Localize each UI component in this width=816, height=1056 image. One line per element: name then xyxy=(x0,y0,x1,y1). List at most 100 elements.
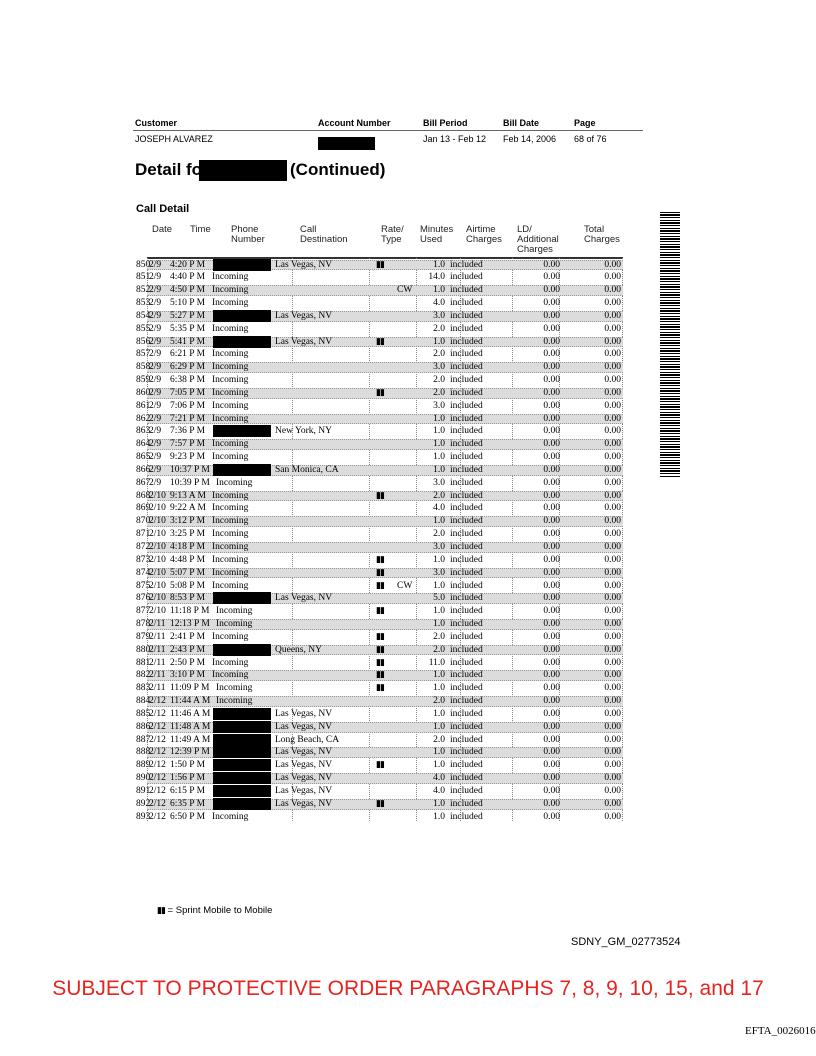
call-date: 2/10 xyxy=(149,516,166,527)
airtime-charges: included xyxy=(450,439,483,450)
sprint-mobile-to-mobile-icon: ▮▮ xyxy=(376,657,385,668)
ld-charges: 0.00 xyxy=(543,400,560,411)
call-time: 6:15 P M xyxy=(170,785,206,796)
airtime-charges: included xyxy=(450,503,483,514)
total-charges: 0.00 xyxy=(604,747,621,758)
table-row: 891 2/12 6:15 P M Las Vegas, NV 4.0 included 0… xyxy=(133,784,623,798)
airtime-charges: included xyxy=(450,452,483,463)
airtime-charges: included xyxy=(450,554,483,565)
row-number: 864 xyxy=(136,439,151,450)
total-charges: 0.00 xyxy=(604,375,621,386)
call-date: 2/9 xyxy=(149,298,162,309)
call-waiting: CW xyxy=(397,580,413,591)
column-divider xyxy=(460,258,461,821)
airtime-charges: included xyxy=(450,477,483,488)
airtime-charges: included xyxy=(450,490,483,501)
table-row: 869 2/10 9:22 A M Incoming 4.0 included 0.00 0.… xyxy=(133,502,623,515)
phone-number: Incoming xyxy=(212,400,249,411)
call-date: 2/12 xyxy=(149,747,166,758)
total-charges: 0.00 xyxy=(604,413,621,424)
call-destination: San Monica, CA xyxy=(275,464,339,475)
phone-number-redaction xyxy=(213,592,271,605)
row-number: 858 xyxy=(136,362,151,373)
bill-period: Jan 13 - Feb 12 xyxy=(423,134,487,144)
table-row: 857 2/9 6:21 P M Incoming 2.0 included 0.00 0.0… xyxy=(133,348,623,361)
call-time: 5:27 P M xyxy=(170,310,206,321)
table-row: 883 2/11 11:09 P M Incoming ▮▮ 1.0 included 0.0… xyxy=(133,682,623,695)
ld-charges: 0.00 xyxy=(543,567,560,578)
table-row: 852 2/9 4:50 P M Incoming CW 1.0 included 0.00 0… xyxy=(133,284,623,297)
row-number: 882 xyxy=(136,670,151,681)
table-row: 879 2/11 2:41 P M Incoming ▮▮ 2.0 included 0.00… xyxy=(133,631,623,644)
phone-number-redaction xyxy=(213,746,271,759)
table-row: 856 2/9 5:41 P M Las Vegas, NV ▮▮ 1.0 included… xyxy=(133,335,623,349)
total-charges: 0.00 xyxy=(604,554,621,565)
sprint-mobile-to-mobile-icon: ▮▮ xyxy=(376,606,385,617)
call-date: 2/12 xyxy=(149,708,166,719)
call-time: 7:36 P M xyxy=(170,426,206,437)
ld-charges: 0.00 xyxy=(543,541,560,552)
call-date: 2/9 xyxy=(149,336,162,347)
column-divider xyxy=(369,258,370,821)
call-date: 2/10 xyxy=(149,580,166,591)
call-date: 2/9 xyxy=(149,349,162,360)
total-charges: 0.00 xyxy=(604,464,621,475)
column-divider xyxy=(622,258,623,821)
phone-number: Incoming xyxy=(212,529,249,540)
total-charges: 0.00 xyxy=(604,336,621,347)
minutes-used: 11.0 xyxy=(428,657,445,668)
row-number: 890 xyxy=(136,773,151,784)
airtime-charges: included xyxy=(450,747,483,758)
airtime-charges: included xyxy=(450,644,483,655)
total-charges: 0.00 xyxy=(604,683,621,694)
sprint-mobile-to-mobile-icon: ▮▮ xyxy=(376,683,385,694)
total-charges: 0.00 xyxy=(604,387,621,398)
airtime-charges: included xyxy=(450,400,483,411)
row-number: 870 xyxy=(136,516,151,527)
ld-charges: 0.00 xyxy=(543,554,560,565)
phone-number: Incoming xyxy=(212,554,249,565)
row-number: 859 xyxy=(136,375,151,386)
table-row: 887 2/12 11:49 A M Long Beach, CA 2.0 include… xyxy=(133,733,623,747)
ld-charges: 0.00 xyxy=(543,336,560,347)
table-row: 877 2/10 11:18 P M Incoming ▮▮ 1.0 included 0.0… xyxy=(133,605,623,618)
account-label: Account Number xyxy=(318,118,391,128)
phone-number: Incoming xyxy=(212,413,249,424)
phone-number-redaction xyxy=(213,720,271,733)
ld-charges: 0.00 xyxy=(543,683,560,694)
total-charges: 0.00 xyxy=(604,503,621,514)
call-time: 12:13 P M xyxy=(170,619,210,630)
ld-charges: 0.00 xyxy=(543,785,560,796)
call-date: 2/12 xyxy=(149,696,166,707)
customer-label: Customer xyxy=(135,118,178,128)
detail-title-suffix: (Continued) xyxy=(290,160,386,179)
total-charges: 0.00 xyxy=(604,490,621,501)
row-number: 852 xyxy=(136,285,151,296)
airtime-charges: included xyxy=(450,593,483,604)
total-charges: 0.00 xyxy=(604,811,621,822)
customer-name: JOSEPH ALVAREZ xyxy=(135,134,213,144)
row-number: 889 xyxy=(136,760,151,771)
table-row: 875 2/10 5:08 P M Incoming ▮▮ CW 1.0 included 0.… xyxy=(133,580,623,593)
table-row: 882 2/11 3:10 P M Incoming ▮▮ 1.0 included 0.00… xyxy=(133,669,623,682)
phone-number: Incoming xyxy=(216,477,253,488)
ld-charges: 0.00 xyxy=(543,323,560,334)
row-number: 860 xyxy=(136,387,151,398)
call-date: 2/12 xyxy=(149,811,166,822)
airtime-charges: included xyxy=(450,426,483,437)
minutes-used: 1.0 xyxy=(433,619,445,630)
call-time: 11:18 P M xyxy=(170,606,210,617)
minutes-used: 1.0 xyxy=(433,452,445,463)
ld-charges: 0.00 xyxy=(543,413,560,424)
total-charges: 0.00 xyxy=(604,785,621,796)
ld-charges: 0.00 xyxy=(543,708,560,719)
minutes-used: 3.0 xyxy=(433,310,445,321)
call-time: 10:37 P M xyxy=(170,464,210,475)
table-row: 855 2/9 5:35 P M Incoming 2.0 included 0.00 0.0… xyxy=(133,323,623,336)
ld-charges: 0.00 xyxy=(543,439,560,450)
column-divider xyxy=(416,258,417,821)
ld-charges: 0.00 xyxy=(543,619,560,630)
call-time: 5:35 P M xyxy=(170,323,206,334)
page-label: Page xyxy=(574,118,596,128)
minutes-used: 1.0 xyxy=(433,259,445,270)
